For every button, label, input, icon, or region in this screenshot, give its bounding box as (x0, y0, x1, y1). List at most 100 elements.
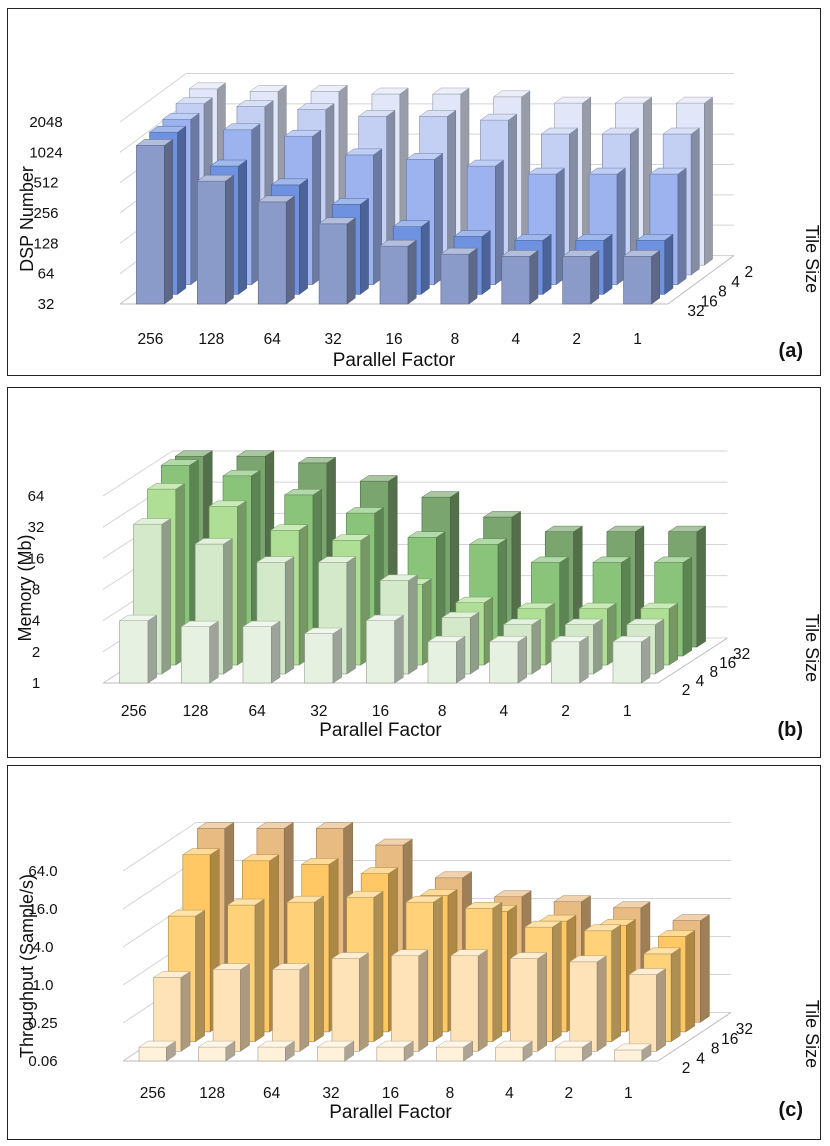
bar-top (196, 822, 235, 829)
bar-front (376, 1046, 405, 1062)
bar-side (517, 635, 527, 684)
bar-front (119, 620, 149, 684)
bar-top (138, 1040, 177, 1048)
bar-top (315, 822, 354, 829)
y-tick-label: 1 (32, 675, 40, 692)
bar-32-1 (622, 249, 661, 305)
bar-top (613, 1043, 652, 1051)
bar-front (614, 1049, 643, 1062)
bar-top (188, 82, 227, 90)
bar-side (696, 525, 706, 648)
bar-front (366, 620, 395, 684)
x-tick-label: 256 (140, 1085, 166, 1102)
chart-panel-b: 64 32 16 8 4 2 1 256 128 64 32 16 8 4 2 1 2 4 8 16 32 Memory … (7, 387, 821, 758)
bar-front (198, 1046, 227, 1062)
gridline-side (102, 450, 173, 497)
bar-top (554, 1040, 593, 1048)
bar-side (180, 971, 191, 1052)
bar-side (590, 249, 600, 305)
x-tick-label: 16 (385, 331, 402, 348)
bar-2-1 (613, 1043, 652, 1062)
bar-top (488, 635, 528, 643)
x-tick-label: 8 (446, 1085, 455, 1102)
bar-2-128 (197, 1040, 236, 1062)
gridline-side (119, 103, 187, 153)
bar-top (331, 534, 371, 541)
bar-4-4 (509, 952, 548, 1052)
depth-tick-label: 16 (719, 655, 736, 672)
bar-front (197, 180, 226, 305)
panel-label: (b) (777, 719, 803, 741)
bar-top (434, 871, 473, 879)
bar-side (704, 96, 713, 266)
bar-2-256 (118, 614, 158, 684)
bar-side (177, 125, 187, 295)
bar-top (286, 895, 325, 903)
bar-top (180, 620, 220, 627)
bar-top (642, 947, 682, 955)
bar-4-16 (390, 949, 429, 1052)
bar-top (626, 618, 665, 625)
bar-top (635, 234, 674, 241)
bar-front (304, 633, 334, 684)
depth-tick-label: 8 (718, 284, 727, 301)
bar-top (639, 602, 679, 609)
y-tick-label: 4 (32, 613, 40, 630)
bar-top (256, 556, 295, 563)
bar-front (510, 958, 538, 1052)
bar-top (578, 602, 617, 609)
bar-top (316, 1040, 355, 1048)
floor-side-edge (657, 1012, 732, 1062)
bar-side (285, 195, 295, 305)
bar-side (685, 929, 696, 1033)
bar-4-8 (450, 949, 489, 1052)
bar-front (212, 969, 241, 1052)
bar-2-64 (257, 1040, 296, 1062)
bar-4-256 (152, 971, 191, 1052)
bar-top (331, 198, 370, 205)
floor-side-edge (657, 637, 728, 684)
bar-top (269, 524, 309, 531)
x-tick-label: 8 (451, 331, 460, 348)
bar-4-64 (256, 556, 295, 675)
bar-side (161, 518, 171, 675)
bar-top (379, 574, 419, 581)
x-tick-labels: 256 128 64 32 16 8 4 2 1 (140, 1085, 633, 1102)
bar-top (135, 139, 174, 146)
bar-front (501, 256, 531, 305)
bar-top (550, 635, 590, 643)
bar-front (551, 641, 580, 684)
bar-top (148, 125, 187, 133)
bar-side (164, 138, 173, 305)
bar-side (529, 249, 539, 305)
bar-top (502, 618, 542, 625)
bar-front (379, 245, 409, 305)
bar-side (470, 611, 480, 675)
x-tick-label: 1 (633, 331, 642, 348)
bar-top (270, 178, 309, 186)
bar-top (540, 127, 579, 135)
bar-top (390, 949, 429, 956)
bar-2-16 (375, 1040, 415, 1062)
bar-side (360, 197, 369, 295)
x-tick-label: 64 (249, 703, 267, 720)
depth-tick-label: 16 (701, 293, 718, 310)
bar-side (596, 955, 607, 1052)
bar-side (373, 890, 384, 1043)
bar-top (501, 250, 539, 257)
bar-top (146, 483, 186, 490)
bar-top (212, 963, 251, 970)
gridline-side (122, 822, 197, 872)
bar-side (433, 895, 443, 1043)
bar-top (553, 96, 592, 104)
bar-side (332, 627, 342, 684)
bars (118, 450, 707, 684)
bar-4-1 (628, 968, 667, 1052)
bar-front (489, 641, 519, 684)
bar-top (375, 1040, 415, 1048)
bar-top (405, 895, 444, 903)
bar-top (527, 167, 566, 175)
bar-side (677, 167, 687, 286)
bar-side (664, 233, 674, 295)
